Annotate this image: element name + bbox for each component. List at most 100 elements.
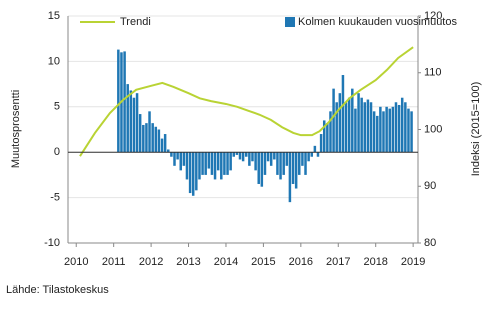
bar [185, 152, 189, 180]
bar [379, 106, 382, 153]
bar [304, 152, 307, 175]
bar [254, 152, 257, 171]
bar [335, 102, 338, 153]
bar [273, 152, 276, 160]
bar [191, 152, 195, 196]
bar [142, 124, 145, 153]
bar [245, 152, 248, 157]
bar [157, 129, 161, 153]
bar [382, 111, 385, 153]
y-tick-label: 0 [54, 146, 60, 158]
bar [307, 152, 310, 162]
bar [232, 152, 236, 157]
bar [201, 152, 204, 175]
bar [123, 51, 126, 153]
bar [366, 99, 370, 153]
bar [279, 152, 282, 180]
x-tick-label: 2019 [401, 256, 425, 268]
legend-label: Kolmen kuukauden vuosimuutos [298, 16, 457, 28]
bar [163, 134, 167, 153]
x-tick-label: 2015 [251, 256, 275, 268]
bar [369, 102, 373, 153]
bar [241, 152, 245, 162]
bar [117, 49, 120, 153]
bar [404, 102, 407, 153]
bar [238, 152, 242, 160]
bar [410, 111, 413, 153]
bar [326, 123, 329, 153]
bar [298, 152, 301, 175]
legend-swatch [285, 17, 295, 27]
x-tick-label: 2018 [363, 256, 387, 268]
bar [129, 90, 133, 153]
bar [132, 97, 136, 153]
bar [148, 111, 151, 153]
bar [248, 152, 251, 166]
bar [151, 123, 154, 153]
bar [266, 152, 270, 162]
bar [285, 152, 289, 166]
bar [301, 152, 304, 166]
bar [363, 102, 367, 153]
bar [394, 102, 398, 153]
bar [126, 84, 129, 153]
y-axis-title: Muutosprosentti [10, 90, 22, 168]
bar [391, 106, 395, 153]
bar [173, 152, 176, 166]
bar [216, 152, 220, 171]
bar [344, 102, 348, 153]
bar [160, 138, 164, 153]
bar [332, 88, 335, 153]
y2-axis-title: Indeksi (2015=100) [470, 82, 482, 176]
x-tick-label: 2010 [64, 256, 88, 268]
bar [282, 152, 285, 175]
y-tick-label: -5 [50, 192, 60, 204]
bar [341, 75, 345, 153]
bar [182, 152, 186, 166]
bar [385, 106, 388, 153]
bar [351, 88, 354, 153]
bar [310, 152, 314, 157]
bar [138, 114, 142, 153]
bar [176, 152, 179, 160]
bar [360, 97, 363, 153]
y-tick-label: 10 [48, 55, 60, 67]
bar [276, 152, 279, 175]
bar [170, 152, 173, 157]
bar [338, 93, 342, 153]
bar [294, 152, 298, 189]
bar [226, 152, 229, 175]
bar [210, 152, 214, 175]
y-tick-label: 15 [48, 10, 60, 22]
bar [220, 152, 223, 180]
bar [372, 111, 376, 153]
y2-tick-label: 110 [424, 67, 442, 79]
legend-label: Trendi [120, 16, 151, 28]
bar [154, 126, 158, 153]
bar [188, 152, 192, 194]
bar [235, 152, 239, 155]
bar [135, 93, 139, 153]
bar [263, 152, 267, 175]
bar [291, 152, 295, 184]
bar [260, 152, 264, 187]
bar [251, 152, 254, 162]
y-tick-label: 5 [54, 101, 60, 113]
bar [319, 134, 323, 153]
bar [195, 152, 198, 191]
bar [145, 123, 148, 153]
bar [204, 152, 207, 175]
bar [207, 152, 211, 169]
x-tick-label: 2017 [326, 256, 350, 268]
x-tick-label: 2011 [102, 256, 126, 268]
y2-tick-label: 120 [424, 10, 442, 22]
bar [357, 93, 360, 153]
x-tick-label: 2016 [289, 256, 313, 268]
bar [269, 152, 273, 166]
bar [198, 152, 201, 180]
bar [179, 152, 182, 171]
bar [376, 115, 379, 153]
bar [316, 152, 320, 157]
bar [166, 149, 170, 153]
